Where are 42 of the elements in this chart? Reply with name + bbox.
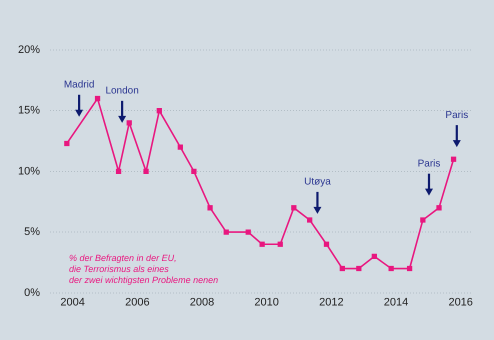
annotation: Utøya (304, 176, 332, 188)
x-tick-label: 2004 (60, 296, 85, 308)
point (307, 217, 312, 223)
point (246, 229, 251, 235)
point (388, 266, 394, 272)
point (340, 266, 345, 272)
y-tick-label: 20% (18, 44, 40, 56)
annotation: % der Befragten in der EU, die Terrorismus als eines der zwei wichtigsten Probleme nenen (69, 252, 218, 285)
x-tick-label: 2008 (190, 296, 214, 308)
point (116, 168, 122, 174)
point (278, 242, 283, 247)
point (420, 217, 426, 223)
annotation: Paris (445, 110, 468, 121)
point (356, 266, 362, 272)
x-tick-label: 2006 (125, 296, 150, 308)
y-tick-label: 0% (24, 286, 40, 299)
point (156, 108, 162, 114)
point (260, 242, 265, 247)
point (143, 168, 149, 174)
point (207, 205, 213, 210)
x-tick-label: 2012 (319, 296, 344, 308)
point (126, 120, 132, 126)
point (450, 156, 456, 162)
annotation: Paris (418, 158, 440, 170)
point (178, 144, 183, 150)
point (94, 96, 100, 102)
y-tick-label: 15% (18, 104, 40, 117)
point (406, 266, 412, 272)
point (191, 168, 197, 174)
x-tick-label: 2016 (448, 296, 473, 308)
point (64, 140, 70, 146)
x-tick-label: 2010 (254, 296, 279, 308)
point (372, 254, 377, 260)
point (436, 205, 442, 210)
y-tick-label: 5% (24, 226, 40, 238)
annotation: London (105, 86, 139, 97)
point (291, 205, 296, 210)
point (224, 229, 229, 235)
annotation: Madrid (64, 80, 94, 91)
point (324, 242, 330, 247)
y-tick-label: 10% (18, 165, 40, 178)
x-tick-label: 2014 (384, 296, 408, 308)
